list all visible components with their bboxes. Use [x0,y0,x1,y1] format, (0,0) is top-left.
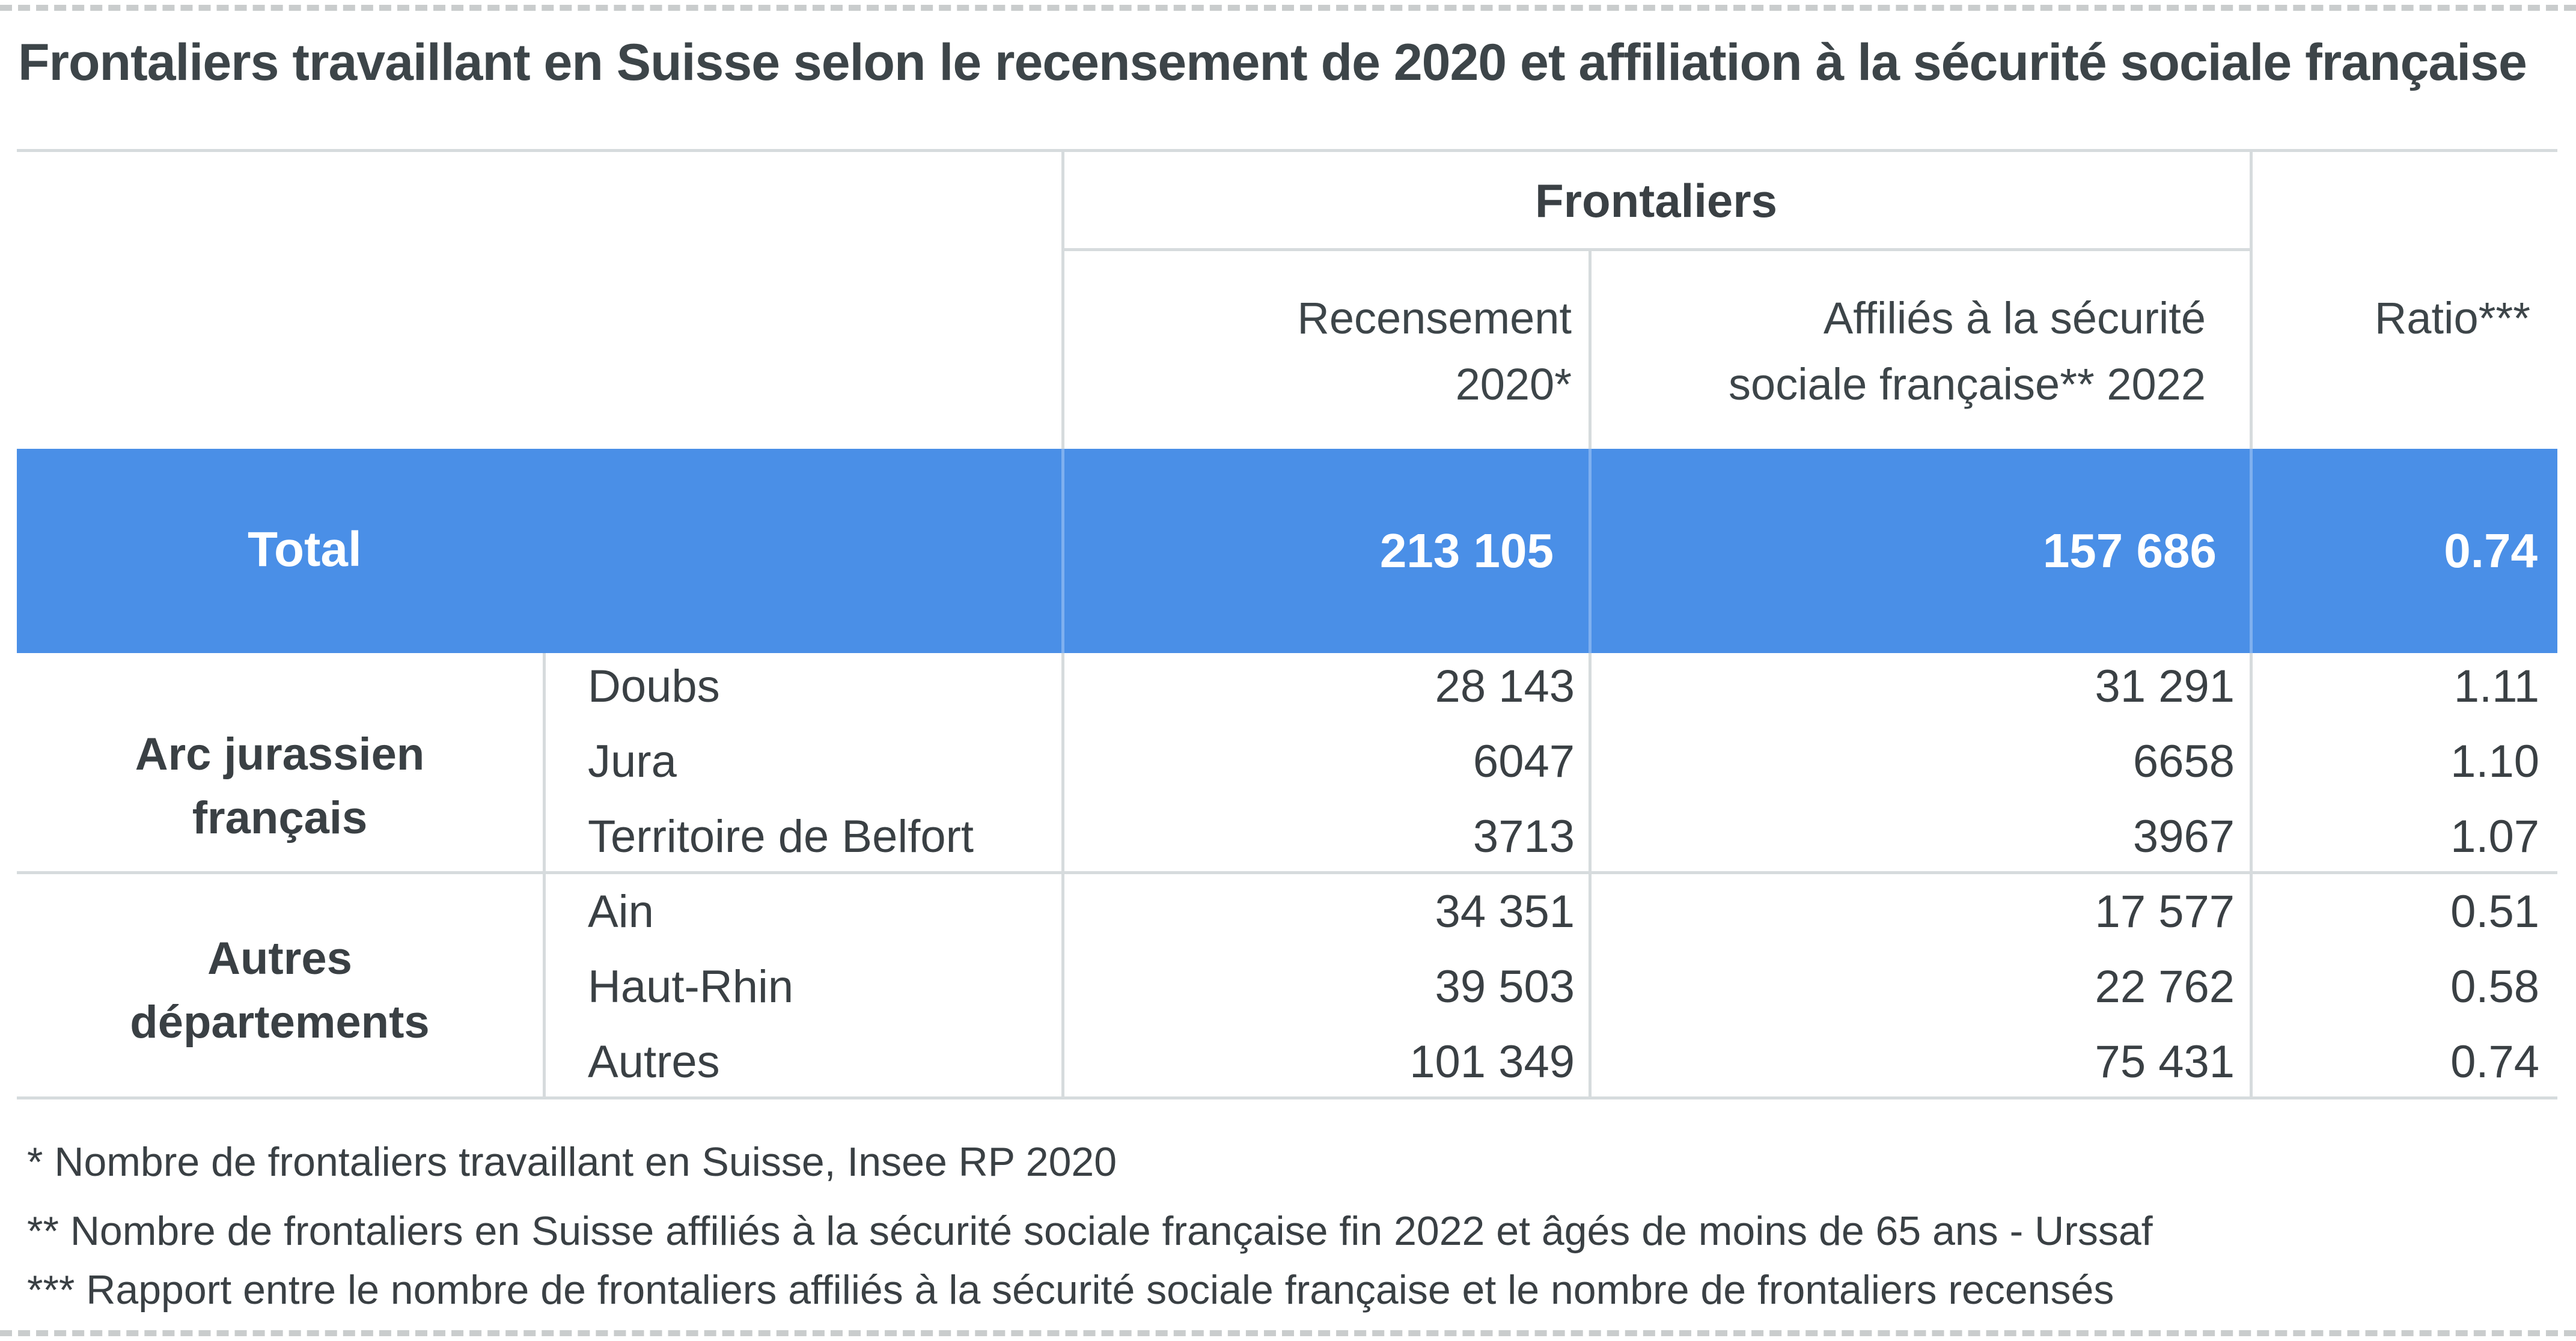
row-name: Haut-Rhin [588,961,794,1012]
total-affilies: 157 686 [2042,524,2217,577]
row-name: Jura [588,736,677,787]
row-affilies: 75 431 [2095,1036,2235,1087]
row-ratio: 0.74 [2450,1036,2539,1087]
row-affilies: 6658 [2132,736,2235,787]
row-ratio: 1.11 [2453,661,2539,712]
page-title: Frontaliers travaillant en Suisse selon … [18,34,2527,91]
header-affilies: Affiliés à la sécurité sociale française… [1729,293,2206,409]
table-bottom-rule [17,1096,2557,1099]
footnote-3: *** Rapport entre le nombre de frontalie… [27,1267,2114,1313]
row-affilies: 31 291 [2095,661,2235,712]
group-separator-rule [17,871,2557,874]
column-divider [1061,653,1064,1098]
row-affilies: 3967 [2132,811,2235,862]
column-divider [2250,653,2253,1098]
table-top-rule [17,149,2557,152]
header-divider [1589,248,1592,449]
row-recensement: 6047 [1473,736,1575,787]
row-affilies: 17 577 [2095,886,2235,937]
footnote-2: ** Nombre de frontaliers en Suisse affil… [27,1208,2153,1254]
row-ratio: 0.58 [2450,961,2539,1012]
row-recensement: 3713 [1473,811,1575,862]
column-divider [1589,653,1592,1098]
group-label-autres-departements: Autres départements [130,933,430,1048]
banner-divider [1061,449,1064,653]
header-group-frontaliers: Frontaliers [1534,174,1778,227]
footnote-1: * Nombre de frontaliers travaillant en S… [27,1139,1117,1185]
row-name: Ain [588,886,654,937]
row-ratio: 1.07 [2450,811,2539,862]
row-affilies: 22 762 [2095,961,2235,1012]
row-recensement: 34 351 [1435,886,1575,937]
header-divider [1061,149,1064,449]
total-recensement: 213 105 [1379,524,1554,577]
top-dashed-border [0,5,2576,11]
row-name: Territoire de Belfort [588,811,974,862]
row-recensement: 101 349 [1409,1036,1575,1087]
header-divider [2250,149,2253,449]
row-recensement: 28 143 [1435,661,1575,712]
row-name: Autres [588,1036,720,1087]
group-label-arc-jurassien: Arc jurassien français [135,729,425,844]
header-ratio: Ratio*** [2374,293,2530,343]
row-ratio: 1.10 [2450,736,2539,787]
row-name: Doubs [588,661,720,712]
row-ratio: 0.51 [2450,886,2539,937]
total-ratio: 0.74 [2444,524,2538,577]
total-label: Total [248,522,362,577]
row-recensement: 39 503 [1435,961,1575,1012]
bottom-dashed-border [0,1330,2576,1336]
banner-divider [1589,449,1592,653]
group-header-rule [1063,248,2250,251]
total-row [17,449,2557,653]
group-divider [543,653,546,1098]
banner-divider [2250,449,2253,653]
header-recensement: Recensement 2020* [1297,293,1572,409]
